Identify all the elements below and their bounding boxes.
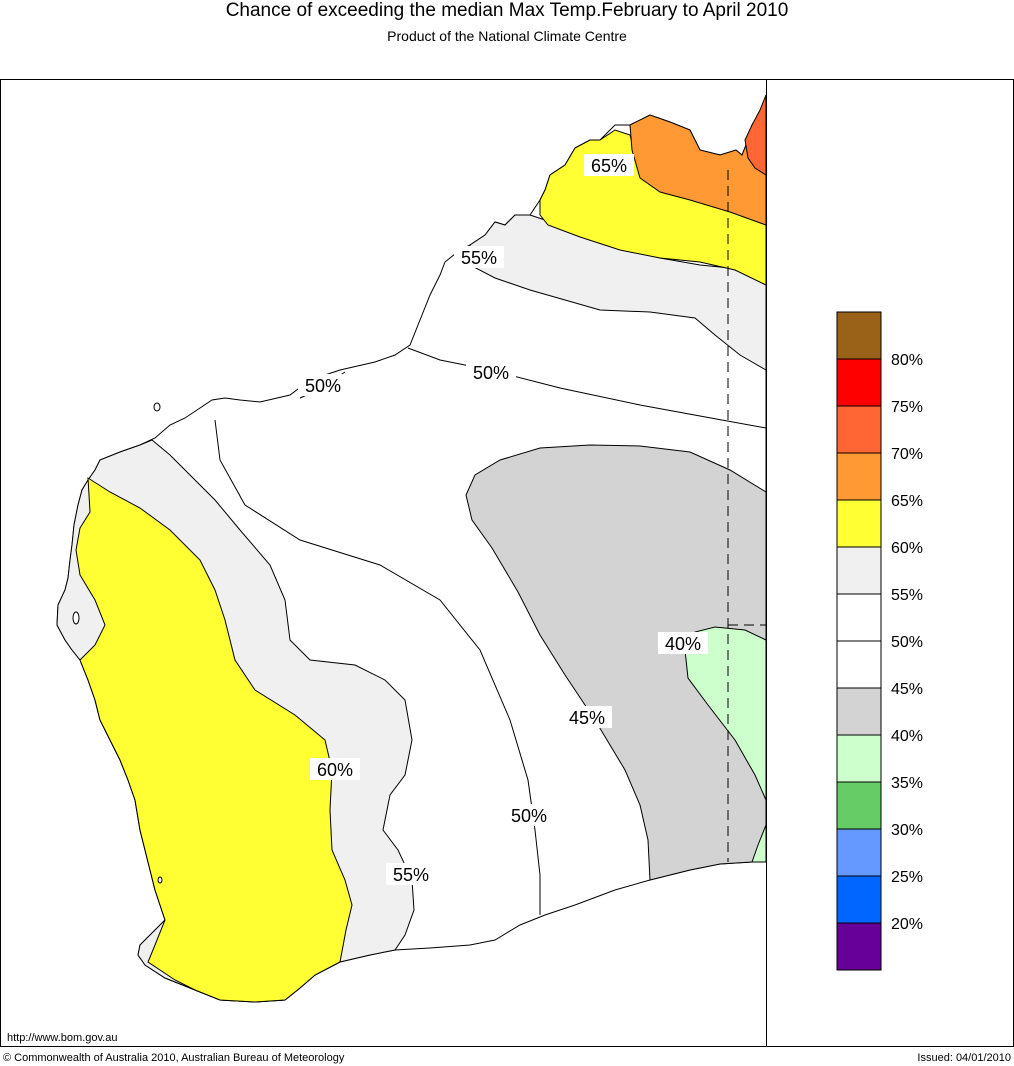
legend-frame: [766, 79, 1014, 1047]
map-label-50-central: 50%: [511, 806, 547, 826]
legend-swatch: [836, 687, 882, 736]
legend-swatch: [836, 546, 882, 595]
legend-swatch: [836, 405, 882, 454]
legend-label: 45%: [891, 681, 923, 698]
contour-70-north: [744, 94, 767, 176]
legend-swatch: [836, 828, 882, 877]
legend-label: 60%: [891, 540, 923, 557]
legend-label: 70%: [891, 446, 923, 463]
issued-date: Issued: 04/01/2010: [917, 1052, 1011, 1064]
legend-swatch: [836, 311, 882, 360]
contour-60-west: [75, 477, 353, 1003]
map-label-55-north: 55%: [461, 248, 497, 268]
island: [72, 611, 80, 625]
island: [153, 402, 161, 412]
contour-45-east: [465, 444, 767, 881]
map-label-50-west: 50%: [305, 376, 341, 396]
legend-label: 65%: [891, 493, 923, 510]
source-url: http://www.bom.gov.au: [7, 1032, 118, 1044]
copyright-notice: © Commonwealth of Australia 2010, Austra…: [3, 1052, 345, 1064]
legend-label: 75%: [891, 399, 923, 416]
legend-swatch: [836, 640, 882, 689]
legend-label: 50%: [891, 634, 923, 651]
legend-label: 30%: [891, 822, 923, 839]
map-label-60-west: 60%: [317, 760, 353, 780]
contour-40-east: [684, 626, 767, 801]
legend-swatch: [836, 734, 882, 783]
legend-swatch: [836, 922, 882, 971]
legend-label: 25%: [891, 869, 923, 886]
map-label-40-east: 40%: [665, 634, 701, 654]
map-area: [56, 94, 767, 1003]
map-subtitle: Product of the National Climate Centre: [387, 28, 627, 44]
legend-label: 35%: [891, 775, 923, 792]
legend-label: 80%: [891, 352, 923, 369]
map-labels: 65% 55% 50% 50% 40% 45% 60% 50% 55%: [298, 154, 708, 885]
island: [157, 876, 163, 884]
contour-line-50-central: [214, 419, 541, 915]
legend-label: 20%: [891, 916, 923, 933]
map-label-50-north: 50%: [473, 363, 509, 383]
legend-swatch: [836, 875, 882, 924]
legend: 80% 75% 70% 65% 60% 55% 50% 45% 40% 35% 30% 25% 20%: [836, 311, 923, 971]
legend-label: 40%: [891, 728, 923, 745]
map-title: Chance of exceeding the median Max Temp.…: [225, 0, 789, 21]
map-label-45-east: 45%: [569, 708, 605, 728]
map-label-65-north: 65%: [591, 156, 627, 176]
legend-swatch: [836, 593, 882, 642]
map-label-55-south: 55%: [393, 865, 429, 885]
legend-swatch: [836, 499, 882, 548]
legend-swatch: [836, 452, 882, 501]
contour-line-50-north: [407, 347, 767, 429]
legend-swatch: [836, 358, 882, 407]
legend-label: 55%: [891, 587, 923, 604]
contour-40-south: [751, 824, 767, 863]
legend-swatch: [836, 781, 882, 830]
